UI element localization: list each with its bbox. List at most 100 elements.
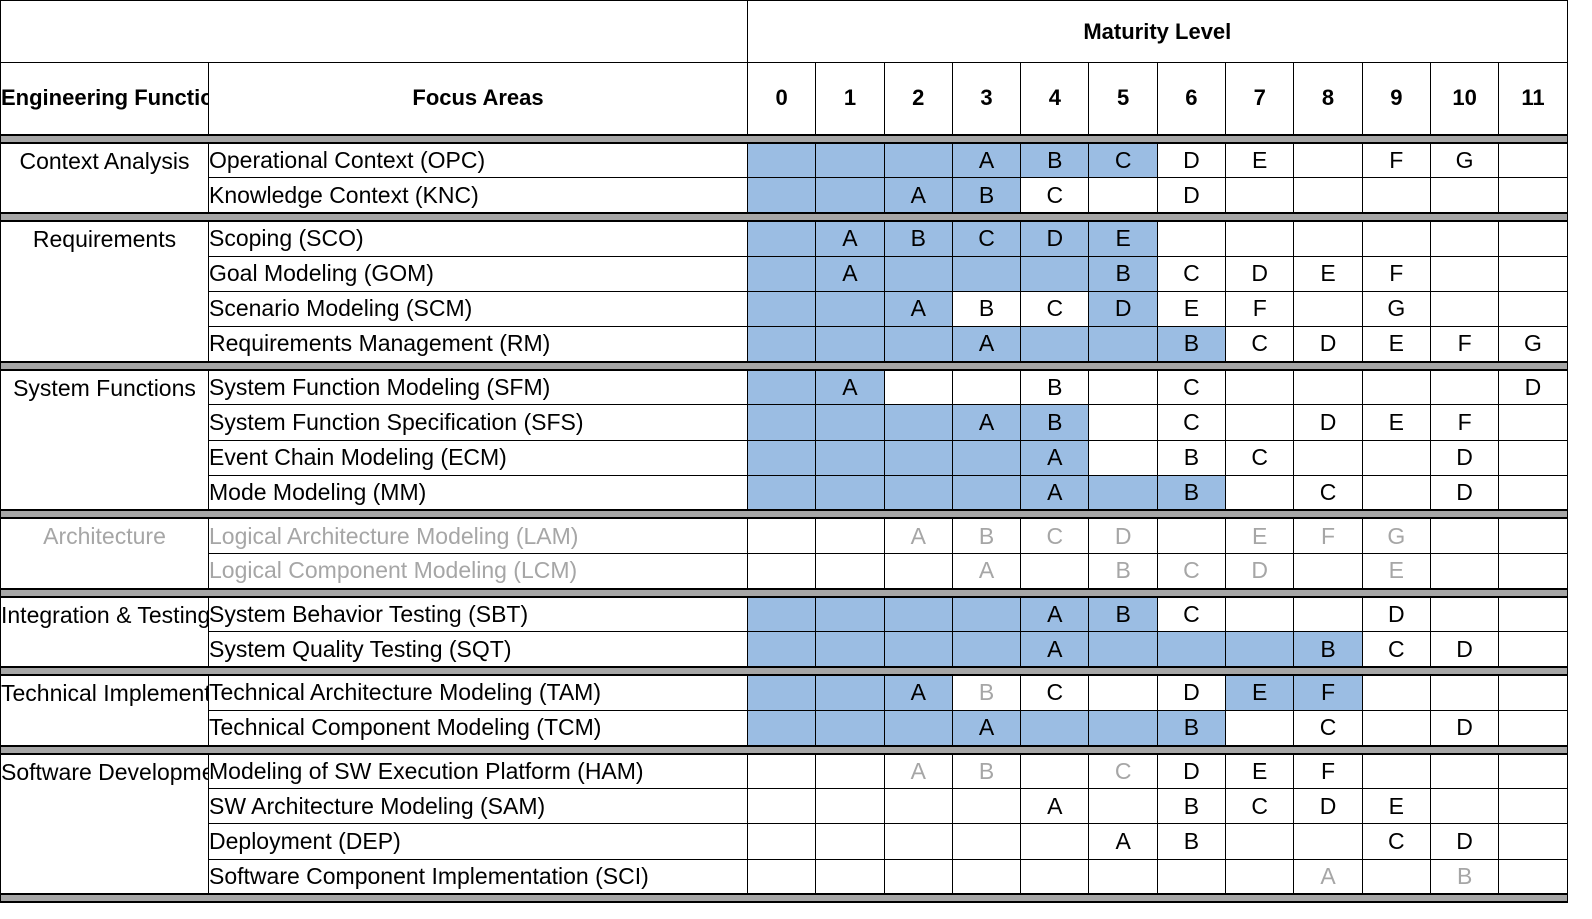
maturity-cell-level-1 bbox=[815, 788, 885, 825]
table-row: Software DevelopmentModeling of SW Execu… bbox=[0, 752, 1568, 895]
maturity-cell-level-3: A bbox=[951, 325, 1022, 363]
maturity-cell-level-7 bbox=[1225, 474, 1295, 511]
maturity-cell-level-10: D bbox=[1429, 439, 1500, 476]
maturity-cell-level-3 bbox=[951, 596, 1022, 633]
maturity-cell-level-1 bbox=[815, 596, 885, 633]
maturity-cell-level-8: D bbox=[1293, 404, 1363, 441]
table-row: Context Analysis Operational Context (OPC… bbox=[0, 141, 1568, 214]
maturity-cell-level-10: D bbox=[1429, 823, 1500, 860]
maturity-cell-level-7 bbox=[1225, 823, 1295, 860]
maturity-cell-level-10 bbox=[1429, 220, 1500, 257]
engineering-function-cell: Context Analysis bbox=[0, 141, 209, 214]
group-separator bbox=[0, 587, 1568, 598]
maturity-cell-level-8: C bbox=[1293, 474, 1363, 511]
table-row: Mode Modeling (MM) A B C D bbox=[1, 474, 1568, 511]
maturity-cell-level-11 bbox=[1498, 255, 1568, 292]
separator-bar bbox=[0, 587, 1568, 598]
table-row: Knowledge Context (KNC) A B C D bbox=[1, 177, 1568, 214]
maturity-cell-level-0 bbox=[746, 823, 817, 860]
maturity-cell-level-0 bbox=[746, 596, 817, 633]
maturity-cell-level-3: A bbox=[951, 141, 1022, 179]
maturity-cell-level-5: C bbox=[1088, 752, 1158, 790]
maturity-cell-level-8: F bbox=[1293, 517, 1363, 555]
maturity-cell-level-0 bbox=[746, 752, 817, 790]
maturity-cell-level-11: D bbox=[1498, 369, 1568, 406]
level-header-10: 10 bbox=[1429, 62, 1500, 135]
focus-area-cell: Knowledge Context (KNC) bbox=[208, 177, 748, 214]
maturity-cell-level-3: B bbox=[951, 517, 1022, 555]
maturity-cell-level-9: D bbox=[1361, 596, 1431, 633]
maturity-cell-level-1: A bbox=[815, 369, 885, 406]
maturity-cell-level-3: C bbox=[951, 220, 1022, 257]
group-separator bbox=[0, 666, 1568, 677]
maturity-cell-level-9 bbox=[1361, 220, 1431, 257]
maturity-cell-level-6: B bbox=[1156, 823, 1227, 860]
level-header-1: 1 bbox=[815, 62, 885, 135]
maturity-cell-level-0 bbox=[746, 709, 817, 747]
maturity-cell-level-10 bbox=[1429, 290, 1500, 327]
maturity-cell-level-10 bbox=[1429, 752, 1500, 790]
table-row: SW Architecture Modeling (SAM) A B C D E bbox=[1, 788, 1568, 825]
maturity-cell-level-3: A bbox=[951, 553, 1022, 590]
maturity-cell-level-9: C bbox=[1361, 823, 1431, 860]
maturity-cell-level-8 bbox=[1293, 369, 1363, 406]
maturity-cell-level-8: F bbox=[1293, 674, 1363, 711]
level-header-4: 4 bbox=[1020, 62, 1090, 135]
maturity-cell-level-2 bbox=[883, 709, 953, 747]
maturity-cell-level-8 bbox=[1293, 596, 1363, 633]
table-row: Technical ImplementationTechnical Archit… bbox=[0, 674, 1568, 747]
maturity-cell-level-9 bbox=[1361, 709, 1431, 747]
maturity-cell-level-0 bbox=[746, 631, 817, 668]
maturity-cell-level-6: B bbox=[1156, 788, 1227, 825]
maturity-cell-level-11 bbox=[1498, 141, 1568, 179]
engineering-function-cell: Requirements bbox=[0, 220, 209, 363]
engineering-functions-header: Engineering Functions bbox=[0, 62, 209, 135]
maturity-cell-level-9: F bbox=[1361, 141, 1431, 179]
maturity-cell-level-6: D bbox=[1156, 177, 1227, 214]
level-header-0: 0 bbox=[746, 62, 817, 135]
maturity-cell-level-5 bbox=[1088, 474, 1158, 511]
maturity-cell-level-11: G bbox=[1498, 325, 1568, 363]
maturity-cell-level-10: D bbox=[1429, 709, 1500, 747]
level-header-8: 8 bbox=[1293, 62, 1363, 135]
maturity-cell-level-4: A bbox=[1020, 631, 1090, 668]
maturity-cell-level-1 bbox=[815, 404, 885, 441]
maturity-cell-level-6: D bbox=[1156, 674, 1227, 711]
separator-bar bbox=[0, 744, 1568, 755]
maturity-cell-level-10: F bbox=[1429, 404, 1500, 441]
focus-area-cell: Technical Component Modeling (TCM) bbox=[208, 709, 748, 747]
maturity-cell-level-3: A bbox=[951, 404, 1022, 441]
focus-area-cell: Logical Component Modeling (LCM) bbox=[208, 553, 748, 590]
maturity-cell-level-5: A bbox=[1088, 823, 1158, 860]
maturity-cell-level-8: B bbox=[1293, 631, 1363, 668]
maturity-cell-level-8: D bbox=[1293, 788, 1363, 825]
maturity-cell-level-8 bbox=[1293, 439, 1363, 476]
maturity-cell-level-4 bbox=[1020, 752, 1090, 790]
maturity-cell-level-9: F bbox=[1361, 255, 1431, 292]
maturity-cell-level-1 bbox=[815, 709, 885, 747]
maturity-cell-level-2 bbox=[883, 141, 953, 179]
maturity-cell-level-7: C bbox=[1225, 439, 1295, 476]
maturity-cell-level-8: D bbox=[1293, 325, 1363, 363]
maturity-cell-level-11 bbox=[1498, 752, 1568, 790]
maturity-cell-level-0 bbox=[746, 290, 817, 327]
maturity-cell-level-5 bbox=[1088, 858, 1158, 895]
maturity-cell-level-0 bbox=[746, 404, 817, 441]
maturity-cell-level-2: B bbox=[883, 220, 953, 257]
maturity-level-title: Maturity Level bbox=[747, 0, 1568, 63]
group-separator bbox=[0, 211, 1568, 222]
separator-bar bbox=[0, 211, 1568, 222]
maturity-cell-level-5 bbox=[1088, 709, 1158, 747]
maturity-cell-level-4: C bbox=[1020, 290, 1090, 327]
maturity-cell-level-10 bbox=[1429, 553, 1500, 590]
table-row: Architecture Logical Architecture Modelin… bbox=[0, 517, 1568, 590]
maturity-cell-level-10 bbox=[1429, 674, 1500, 711]
maturity-cell-level-6: D bbox=[1156, 752, 1227, 790]
maturity-cell-level-8: C bbox=[1293, 709, 1363, 747]
maturity-cell-level-7: D bbox=[1225, 553, 1295, 590]
maturity-cell-level-1 bbox=[815, 177, 885, 214]
maturity-cell-level-10 bbox=[1429, 369, 1500, 406]
focus-area-cell: Event Chain Modeling (ECM) bbox=[208, 439, 748, 476]
maturity-cell-level-4: A bbox=[1020, 439, 1090, 476]
maturity-cell-level-1 bbox=[815, 858, 885, 895]
